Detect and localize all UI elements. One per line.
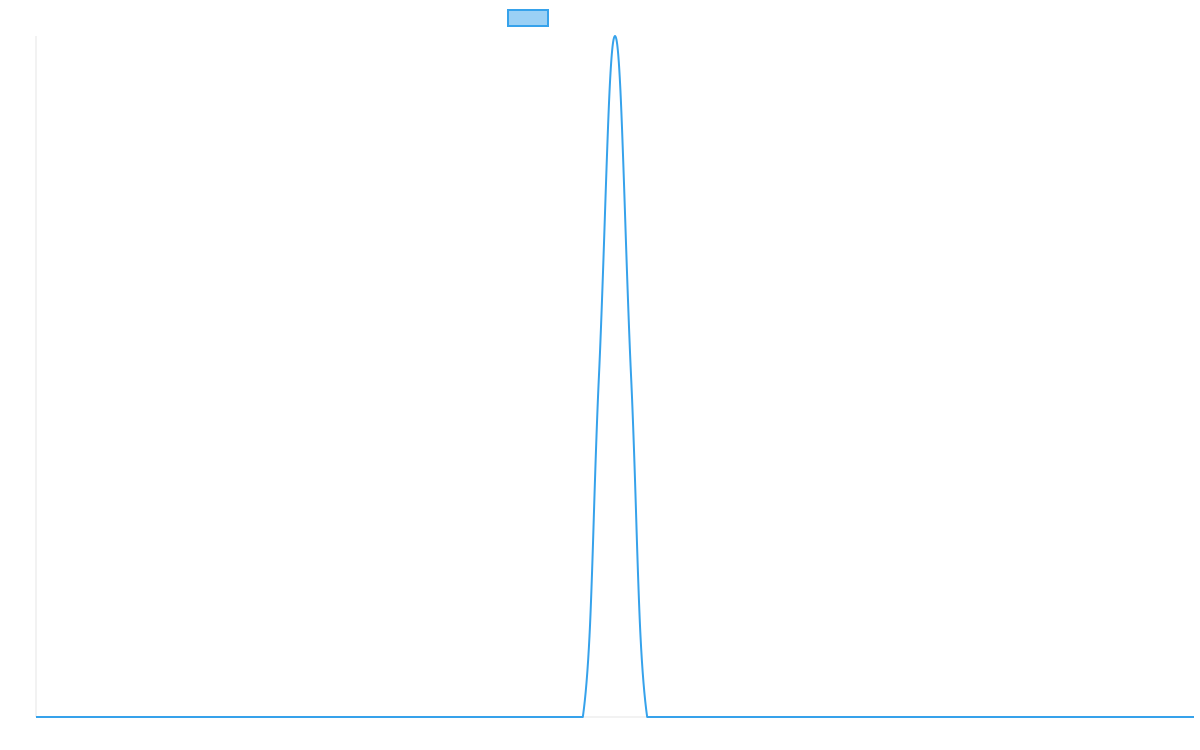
- legend[interactable]: [507, 9, 549, 27]
- series-line-0[interactable]: [36, 35, 1194, 718]
- plot-area: [35, 35, 1194, 718]
- legend-swatch[interactable]: [507, 9, 549, 27]
- series-layer: [36, 35, 1194, 718]
